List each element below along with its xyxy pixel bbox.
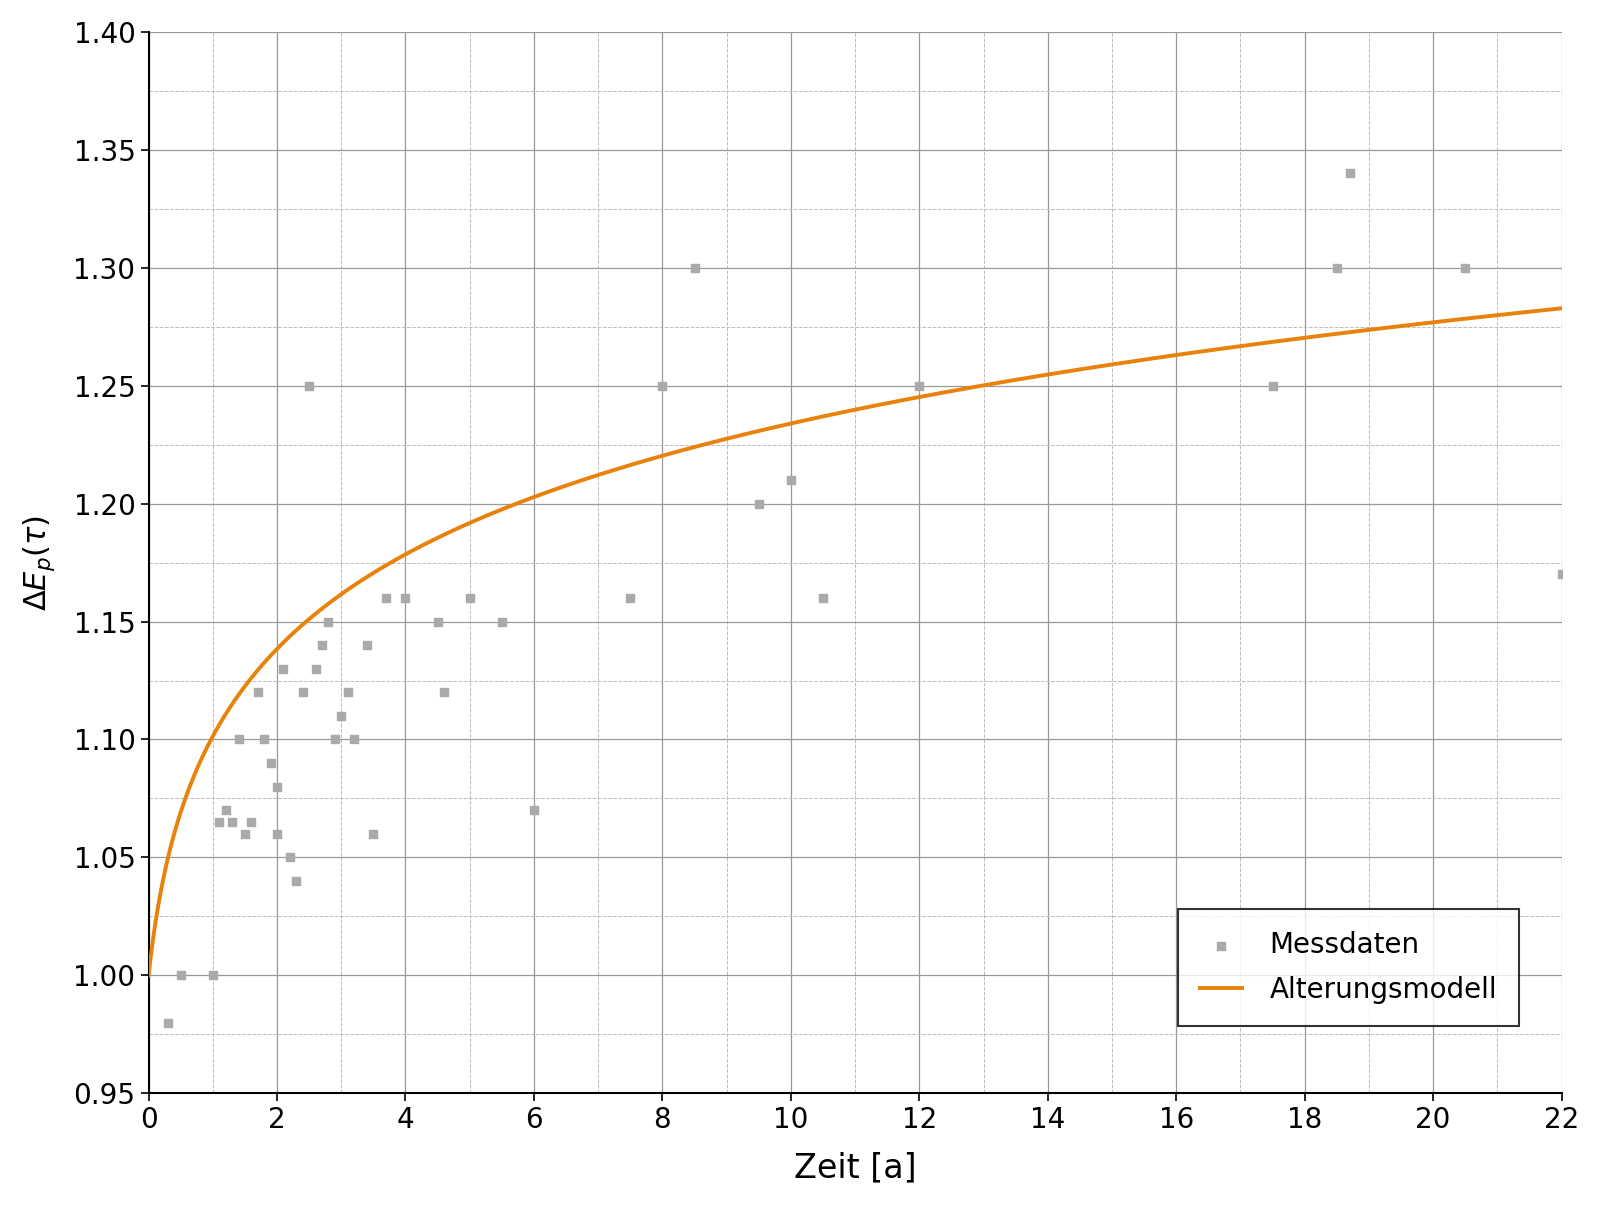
Y-axis label: $\Delta E_p(\tau)$: $\Delta E_p(\tau)$ [21, 515, 56, 611]
Messdaten [328, 706, 354, 725]
Messdaten [219, 812, 245, 831]
Messdaten [334, 683, 360, 703]
Messdaten [432, 683, 458, 703]
Messdaten [810, 588, 835, 607]
Messdaten [155, 1013, 181, 1033]
Messdaten [746, 494, 771, 513]
Messdaten [373, 588, 398, 607]
Messdaten [264, 824, 290, 843]
Messdaten [258, 753, 283, 772]
Messdaten [232, 824, 258, 843]
Messdaten [1323, 258, 1349, 277]
Alterungsmodell [1291, 331, 1310, 346]
Messdaten [309, 635, 334, 654]
Messdaten [650, 376, 675, 395]
Messdaten [245, 683, 270, 703]
Messdaten [290, 683, 315, 703]
Messdaten [264, 777, 290, 797]
Alterungsmodell [1552, 301, 1571, 316]
X-axis label: Zeit [a]: Zeit [a] [794, 1151, 917, 1185]
Messdaten [522, 800, 547, 819]
Messdaten [354, 635, 379, 654]
Messdaten [296, 376, 322, 395]
Messdaten [392, 588, 418, 607]
Messdaten [200, 965, 226, 984]
Messdaten [341, 730, 366, 750]
Messdaten [270, 659, 296, 678]
Alterungsmodell [1483, 308, 1502, 323]
Messdaten [682, 258, 707, 277]
Legend: Messdaten, Alterungsmodell: Messdaten, Alterungsmodell [1178, 910, 1520, 1027]
Messdaten [213, 800, 238, 819]
Alterungsmodell [1387, 319, 1406, 334]
Messdaten [907, 376, 933, 395]
Alterungsmodell [224, 695, 243, 710]
Messdaten [1453, 258, 1478, 277]
Messdaten [778, 470, 803, 489]
Messdaten [360, 824, 386, 843]
Messdaten [168, 965, 194, 984]
Messdaten [1549, 565, 1574, 584]
Alterungsmodell [139, 968, 158, 982]
Messdaten [206, 812, 232, 831]
Messdaten [283, 871, 309, 890]
Messdaten [302, 659, 328, 678]
Messdaten [238, 812, 264, 831]
Messdaten [251, 730, 277, 750]
Messdaten [458, 588, 483, 607]
Messdaten [1259, 376, 1285, 395]
Messdaten [1336, 164, 1362, 183]
Messdaten [322, 730, 347, 750]
Messdaten [226, 730, 251, 750]
Messdaten [315, 612, 341, 631]
Messdaten [490, 612, 515, 631]
Messdaten [426, 612, 451, 631]
Alterungsmodell [424, 533, 443, 547]
Messdaten [277, 848, 302, 868]
Alterungsmodell [1240, 337, 1259, 352]
Line: Alterungsmodell: Alterungsmodell [149, 308, 1562, 975]
Messdaten [618, 588, 643, 607]
